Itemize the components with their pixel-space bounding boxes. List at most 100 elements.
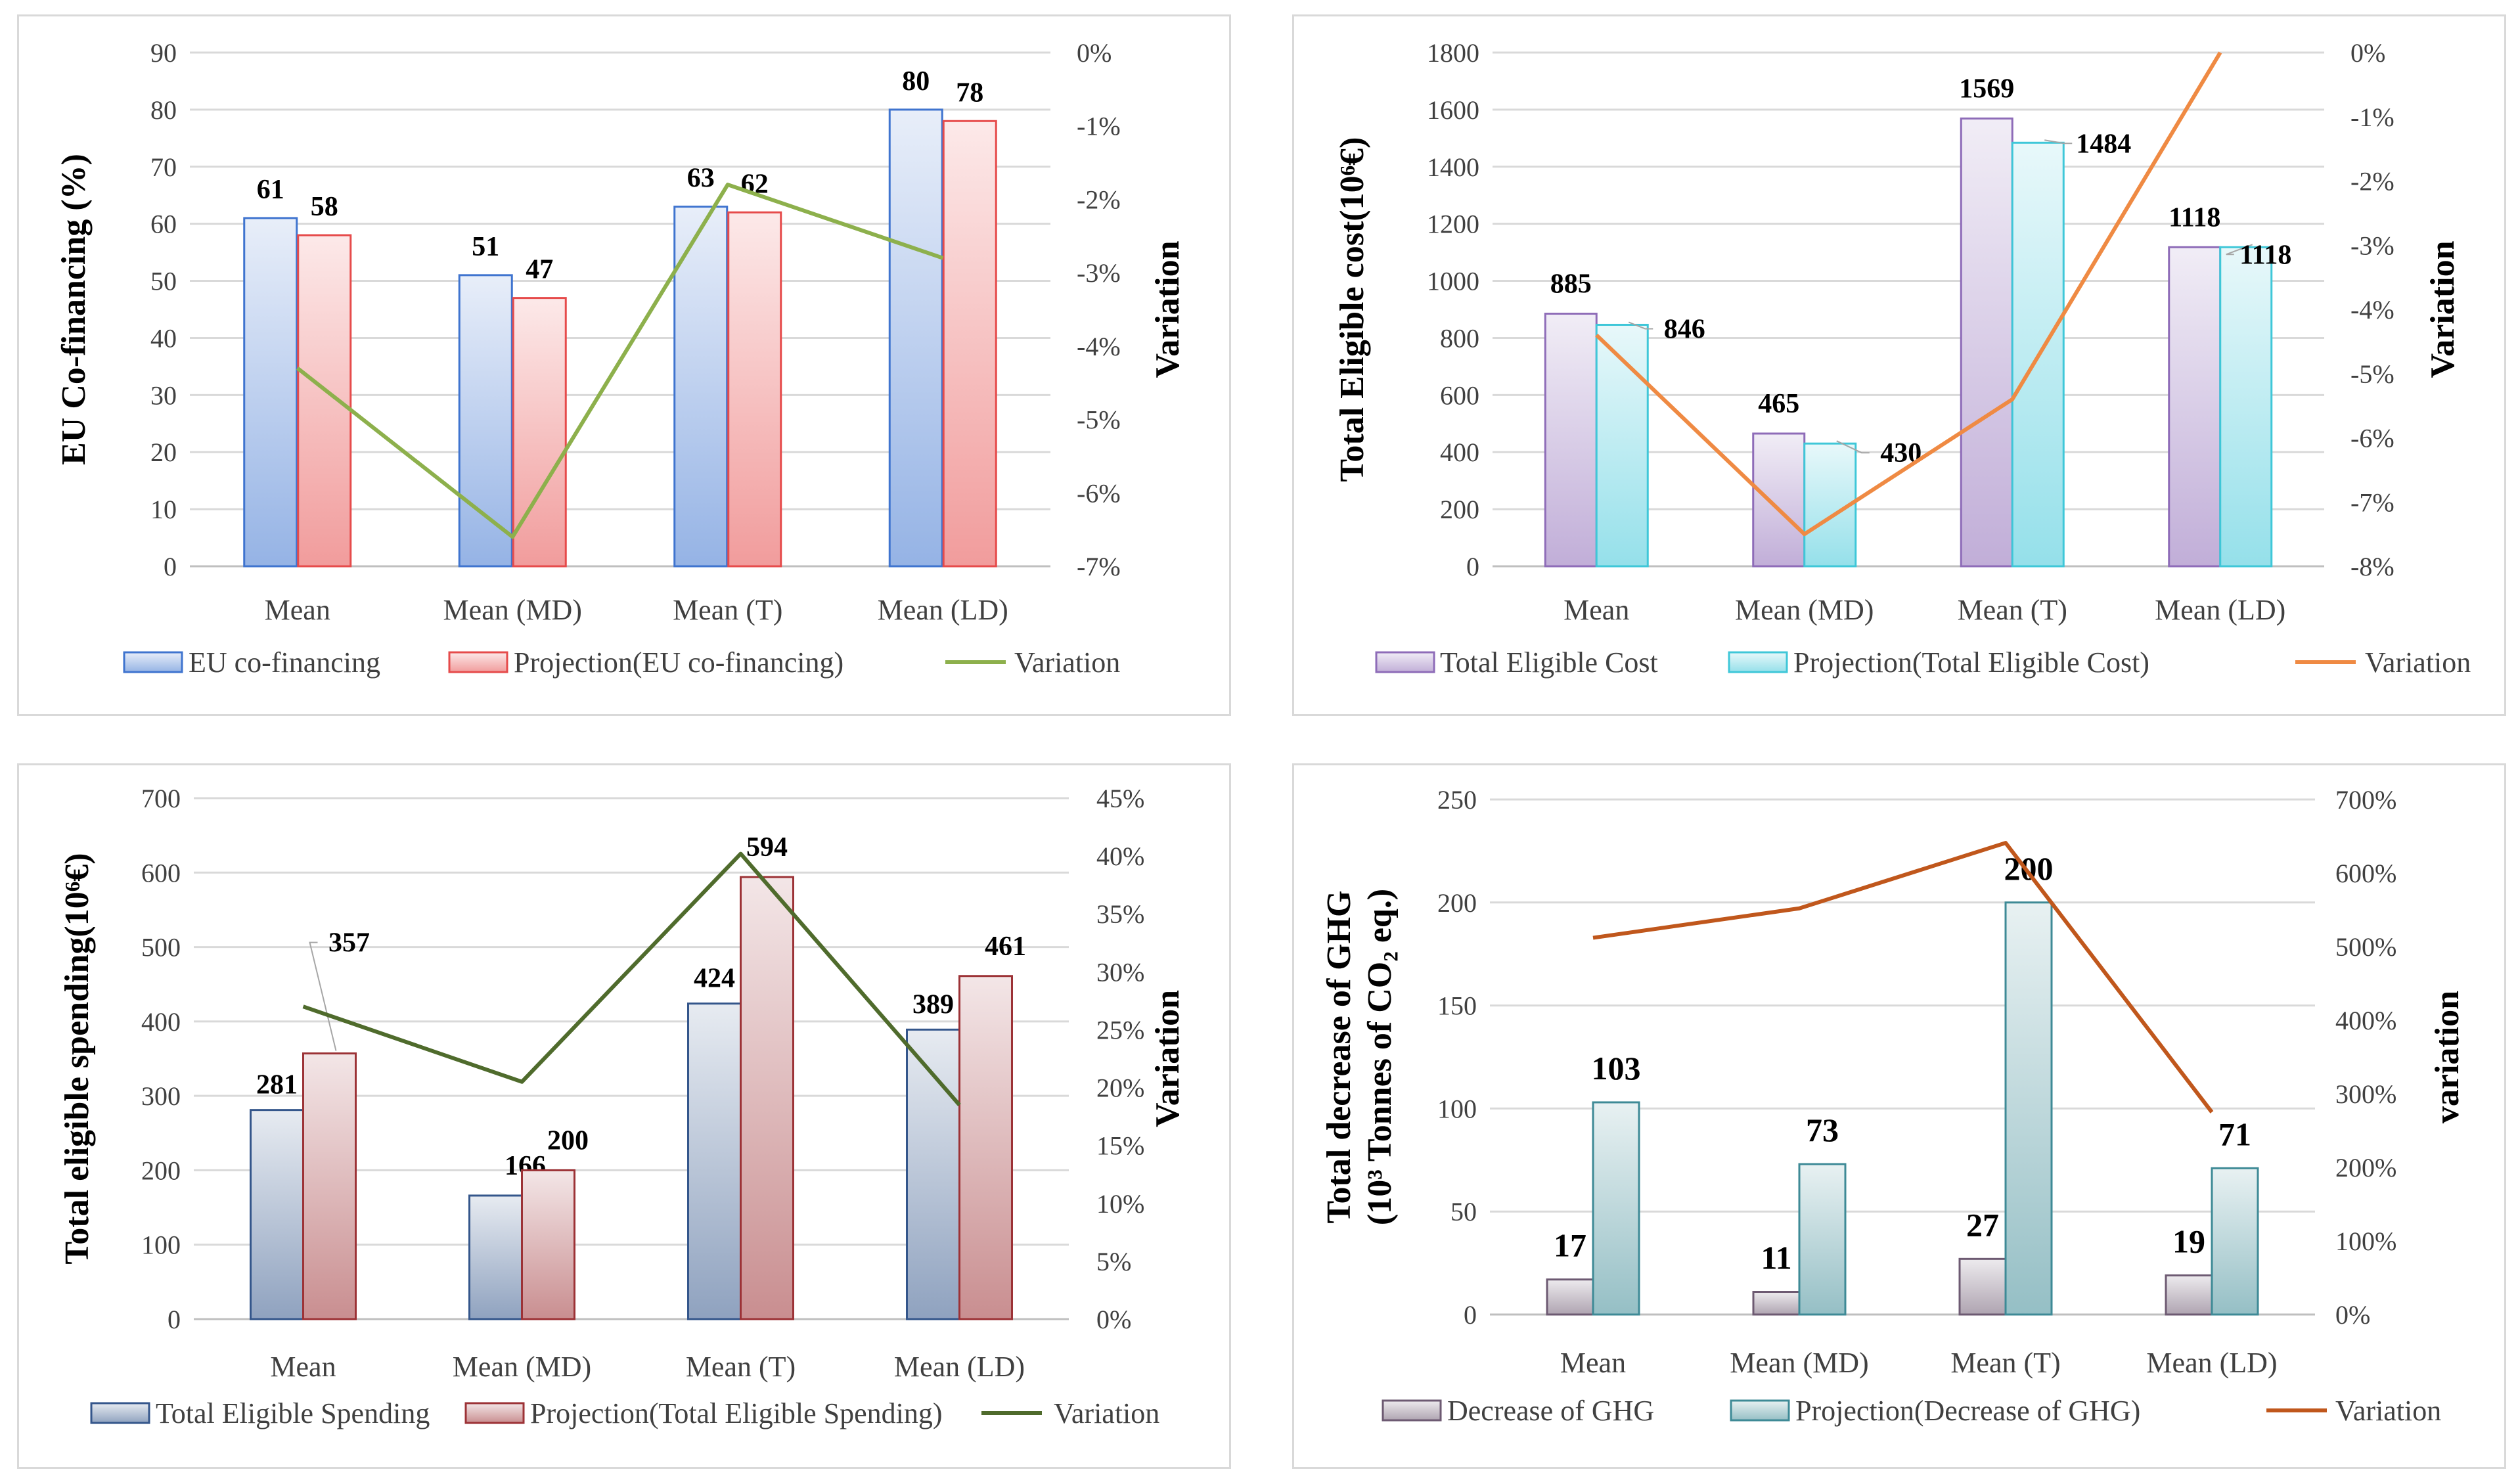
y-tick-label: 400 <box>141 1007 181 1037</box>
y-tick-label: 0 <box>168 1305 181 1334</box>
data-label: 80 <box>902 66 930 97</box>
legend-label: EU co-financing <box>189 646 380 679</box>
x-category-label: Mean (T) <box>1950 1347 2060 1379</box>
data-label: 885 <box>1550 269 1592 300</box>
y2-axis-title: Variation <box>1149 990 1186 1127</box>
data-label-leader <box>2044 139 2073 145</box>
y2-tick-label: 10% <box>1096 1189 1144 1219</box>
y2-tick-label: -7% <box>2350 487 2394 517</box>
legend-swatch-series2 <box>448 651 508 673</box>
data-label: 61 <box>257 175 284 205</box>
data-label: 11 <box>1761 1240 1791 1276</box>
y-tick-label: 40 <box>150 323 177 353</box>
y2-tick-label: 700% <box>2335 785 2396 815</box>
data-label-leader <box>1836 440 1870 454</box>
legend-swatch-series1 <box>90 1402 150 1424</box>
y2-tick-label: -4% <box>1077 332 1121 361</box>
variation-line <box>302 851 961 1106</box>
bar-series2 <box>1595 323 1649 568</box>
y-tick-label: 250 <box>1437 785 1477 815</box>
y2-tick-label: -6% <box>2350 424 2394 453</box>
bar-series1 <box>468 1194 523 1320</box>
bar-series2 <box>958 975 1013 1320</box>
y-tick-label: 1600 <box>1427 95 1479 125</box>
y-tick-label: 0 <box>164 552 177 581</box>
chart-total-eligible-cost: 0 200 400 600 800 1000 1200 1400 1600 1800 -8% -7% -… <box>1334 38 2471 679</box>
bar-series1 <box>1958 1257 2007 1316</box>
x-category-label: Mean <box>270 1351 336 1383</box>
legend-label: Decrease of GHG <box>1447 1395 1654 1427</box>
bar-series1 <box>250 1109 304 1320</box>
y-tick-label: 50 <box>150 267 177 296</box>
legend-swatch-series2 <box>1728 651 1788 673</box>
data-label: 27 <box>1966 1206 1999 1243</box>
y2-tick-label: 35% <box>1096 899 1144 929</box>
y2-tick-label: 600% <box>2335 859 2396 888</box>
data-label: 1569 <box>1959 74 2014 104</box>
bar-series2 <box>727 211 782 568</box>
x-category-label: Mean (LD) <box>2146 1347 2277 1379</box>
y-tick-label: 10 <box>150 495 177 524</box>
legend-swatch-series1 <box>123 651 183 673</box>
bar-series2 <box>297 234 352 568</box>
bar-series2 <box>1592 1101 1640 1316</box>
y2-tick-label: 45% <box>1096 784 1144 813</box>
y2-tick-label: 300% <box>2335 1079 2396 1109</box>
y-tick-label: 800 <box>1440 323 1479 353</box>
x-category-label: Mean (T) <box>1958 594 2067 626</box>
chart-panel-ghg-decrease: 0 50 100 150 200 250 0% 100% 200% 300% 400% 500% 600… <box>1292 763 2506 1469</box>
bar-series1 <box>1544 313 1598 568</box>
legend-label: Total Eligible Cost <box>1440 646 1658 679</box>
y2-axis-title: Variation <box>2424 240 2462 378</box>
x-category-label: Mean <box>265 594 330 626</box>
legend-label: Variation <box>2335 1395 2441 1427</box>
bar-series1 <box>687 1002 742 1320</box>
y-tick-label: 1200 <box>1427 210 1479 239</box>
y-tick-label: 200 <box>1440 495 1479 524</box>
y-axis-title-line2: (10³ Tonnes of CO₂ eq.) <box>1361 889 1399 1225</box>
bar-series1 <box>673 206 729 568</box>
data-label: 846 <box>1664 314 1705 344</box>
y-tick-label: 30 <box>150 380 177 410</box>
data-label: 73 <box>1806 1112 1839 1148</box>
data-label: 71 <box>2218 1115 2251 1152</box>
y-tick-label: 0 <box>1466 552 1479 581</box>
bar-series1 <box>906 1028 960 1320</box>
data-label-leader <box>309 941 337 1051</box>
legend-label: Variation <box>1014 646 1120 679</box>
data-label: 357 <box>328 928 370 958</box>
x-category-label: Mean (LD) <box>2155 594 2285 626</box>
data-label: 1118 <box>2239 240 2291 270</box>
chart-eu-cofinancing: 0 10 20 30 40 50 60 70 80 90 -7% -6% -5% -4% -3% -2% -1%… <box>55 38 1186 679</box>
y-tick-label: 600 <box>1440 380 1479 410</box>
bar-series2 <box>2004 901 2053 1316</box>
y-tick-label: 1400 <box>1427 152 1479 182</box>
data-label: 281 <box>256 1070 298 1100</box>
data-label: 58 <box>311 192 338 222</box>
bar-series1 <box>458 274 513 568</box>
y2-tick-label: 25% <box>1096 1015 1144 1045</box>
y2-tick-label: 5% <box>1096 1247 1131 1276</box>
y-axis-title: Total decrease of GHG <box>1320 891 1358 1224</box>
y2-tick-label: 15% <box>1096 1131 1144 1161</box>
y2-tick-label: 40% <box>1096 842 1144 871</box>
data-label: 51 <box>472 232 499 262</box>
y2-tick-label: -3% <box>1077 258 1121 288</box>
data-label: 594 <box>746 832 788 863</box>
y-tick-label: 200 <box>141 1156 181 1185</box>
y-axis-title: EU Co-financing (%) <box>55 154 93 465</box>
y2-tick-label: -1% <box>1077 112 1121 141</box>
y-tick-label: 20 <box>150 438 177 467</box>
bar-series2 <box>2219 246 2273 568</box>
data-label: 19 <box>2172 1223 2205 1259</box>
y-tick-label: 0 <box>1464 1300 1477 1330</box>
y2-tick-label: -2% <box>2350 167 2394 196</box>
bar-series1 <box>1960 117 2013 568</box>
variation-line <box>296 183 944 539</box>
y-axis-title: Total eligible spending(10⁶€) <box>58 853 96 1264</box>
bar-series1 <box>1546 1278 1594 1316</box>
legend-label: Projection(Decrease of GHG) <box>1795 1395 2140 1427</box>
data-label-leader <box>2226 244 2253 256</box>
y2-tick-label: 200% <box>2335 1153 2396 1182</box>
x-category-label: Mean (MD) <box>1730 1347 1868 1379</box>
